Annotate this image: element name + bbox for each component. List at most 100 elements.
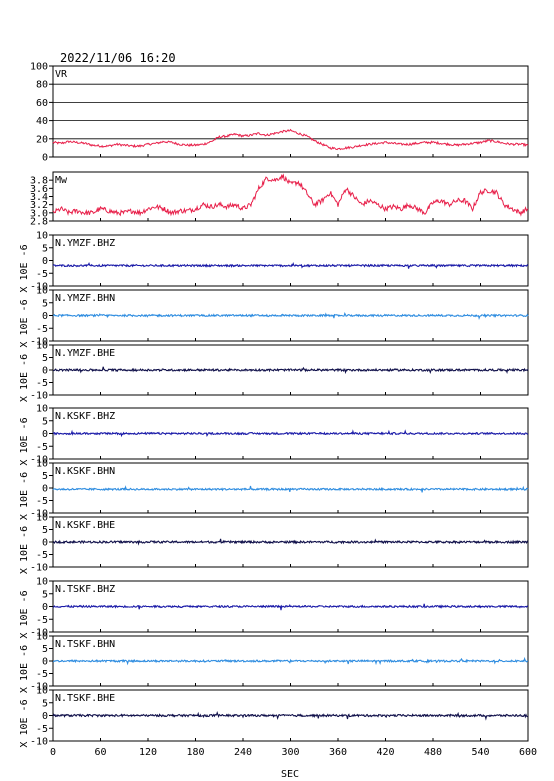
waveform-line [52,429,529,438]
y-tick-label: 5 [42,525,48,536]
y-tick-label: 0 [42,429,48,440]
y-tick-label: 10 [36,513,48,524]
panel-frame [52,65,529,158]
y-tick-label: 3.2 [30,200,48,211]
y-tick-label: 10 [36,459,48,470]
y-tick-label: 3.4 [30,192,48,203]
x-tick-label: 480 [424,747,442,758]
y-unit-label: X 10E -6 [19,699,30,747]
y-tick-label: -5 [36,615,48,626]
y-tick-label: 5 [42,471,48,482]
panel-label: VR [55,69,68,80]
y-tick-label: 0 [42,256,48,267]
y-tick-label: -5 [36,496,48,507]
y-tick-label: 0 [42,366,48,377]
panel-label: N.YMZF.BHE [55,348,115,359]
y-unit-label: X 10E -6 [19,354,30,402]
y-tick-label: 0 [42,484,48,495]
y-tick-label: 5 [42,416,48,427]
panel-label: N.KSKF.BHE [55,520,115,531]
x-tick-label: 360 [329,747,347,758]
y-tick-label: 2.8 [30,217,48,228]
y-tick-label: 5 [42,353,48,364]
x-tick-label: 180 [186,747,204,758]
waveform-line [52,366,529,375]
x-tick-label: 240 [234,747,252,758]
y-tick-label: -5 [36,442,48,453]
y-tick-label: 10 [36,286,48,297]
waveform-line [52,710,529,721]
y-unit-label: X 10E -6 [19,526,30,574]
y-tick-label: 5 [42,298,48,309]
y-tick-label: 100 [30,62,48,73]
y-tick-label: 10 [36,231,48,242]
mw-series-line [52,173,529,217]
y-tick-label: 10 [36,404,48,415]
y-tick-label: -10 [30,391,48,402]
waveform-line [52,538,529,546]
x-tick-label: 540 [471,747,489,758]
panel-label: N.TSKF.BHE [55,693,115,704]
y-unit-label: X 10E -6 [19,472,30,520]
y-tick-label: -5 [36,550,48,561]
x-tick-label: 600 [519,747,537,758]
waveform-line [52,485,529,493]
y-tick-label: 0 [42,657,48,668]
x-tick-label: 60 [94,747,106,758]
y-tick-label: -10 [30,737,48,748]
y-unit-label: X 10E -6 [19,299,30,347]
waveform-line [52,261,529,269]
x-axis-label: SEC [281,769,299,780]
y-tick-label: -5 [36,378,48,389]
y-tick-label: -5 [36,669,48,680]
x-tick-label: 120 [139,747,157,758]
y-unit-label: X 10E -6 [19,244,30,292]
y-tick-label: 3.8 [30,176,48,187]
panel-label: N.YMZF.BHZ [55,238,115,249]
y-tick-label: -10 [30,337,48,348]
y-tick-label: -10 [30,282,48,293]
waveform-line [52,603,529,611]
datetime-label: 2022/11/06 16:20 [60,51,176,65]
y-tick-label: -10 [30,628,48,639]
y-tick-label: 80 [36,80,48,91]
waveform-line [52,656,529,666]
panel-label: N.KSKF.BHZ [55,411,115,422]
vr-series-line [52,128,529,151]
y-tick-label: -10 [30,509,48,520]
y-tick-label: -10 [30,455,48,466]
x-tick-label: 300 [281,747,299,758]
y-tick-label: -5 [36,324,48,335]
panel-label: N.KSKF.BHN [55,466,115,477]
y-tick-label: 60 [36,98,48,109]
y-unit-label: X 10E -6 [19,417,30,465]
y-tick-label: 5 [42,589,48,600]
y-tick-label: 0 [42,711,48,722]
y-tick-label: 3.6 [30,184,48,195]
x-tick-label: 0 [50,747,56,758]
y-tick-label: 5 [42,644,48,655]
y-tick-label: -10 [30,563,48,574]
panel-label: N.TSKF.BHN [55,639,115,650]
y-tick-label: 10 [36,577,48,588]
y-tick-label: 10 [36,632,48,643]
y-tick-label: 0 [42,311,48,322]
y-tick-label: 5 [42,698,48,709]
y-tick-label: 20 [36,134,48,145]
y-tick-label: 0 [42,538,48,549]
y-tick-label: 3.0 [30,208,48,219]
y-tick-label: 10 [36,341,48,352]
waveform-line [52,311,529,321]
panel-label: N.TSKF.BHZ [55,584,115,595]
y-tick-label: -5 [36,269,48,280]
y-tick-label: -5 [36,724,48,735]
y-tick-label: 10 [36,686,48,697]
y-unit-label: X 10E -6 [19,645,30,693]
panel-frame [52,234,529,287]
panel-frame [52,171,529,222]
y-tick-label: -10 [30,682,48,693]
y-tick-label: 40 [36,116,48,127]
x-tick-label: 420 [376,747,394,758]
y-tick-label: 5 [42,243,48,254]
